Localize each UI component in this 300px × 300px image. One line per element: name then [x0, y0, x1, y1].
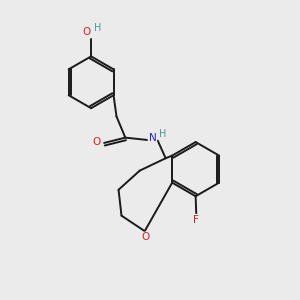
Text: O: O: [93, 137, 101, 147]
Text: O: O: [142, 232, 150, 242]
Text: H: H: [159, 128, 166, 139]
Text: F: F: [193, 215, 199, 225]
Text: H: H: [94, 22, 101, 32]
Text: N: N: [148, 133, 156, 143]
Text: O: O: [82, 27, 91, 37]
